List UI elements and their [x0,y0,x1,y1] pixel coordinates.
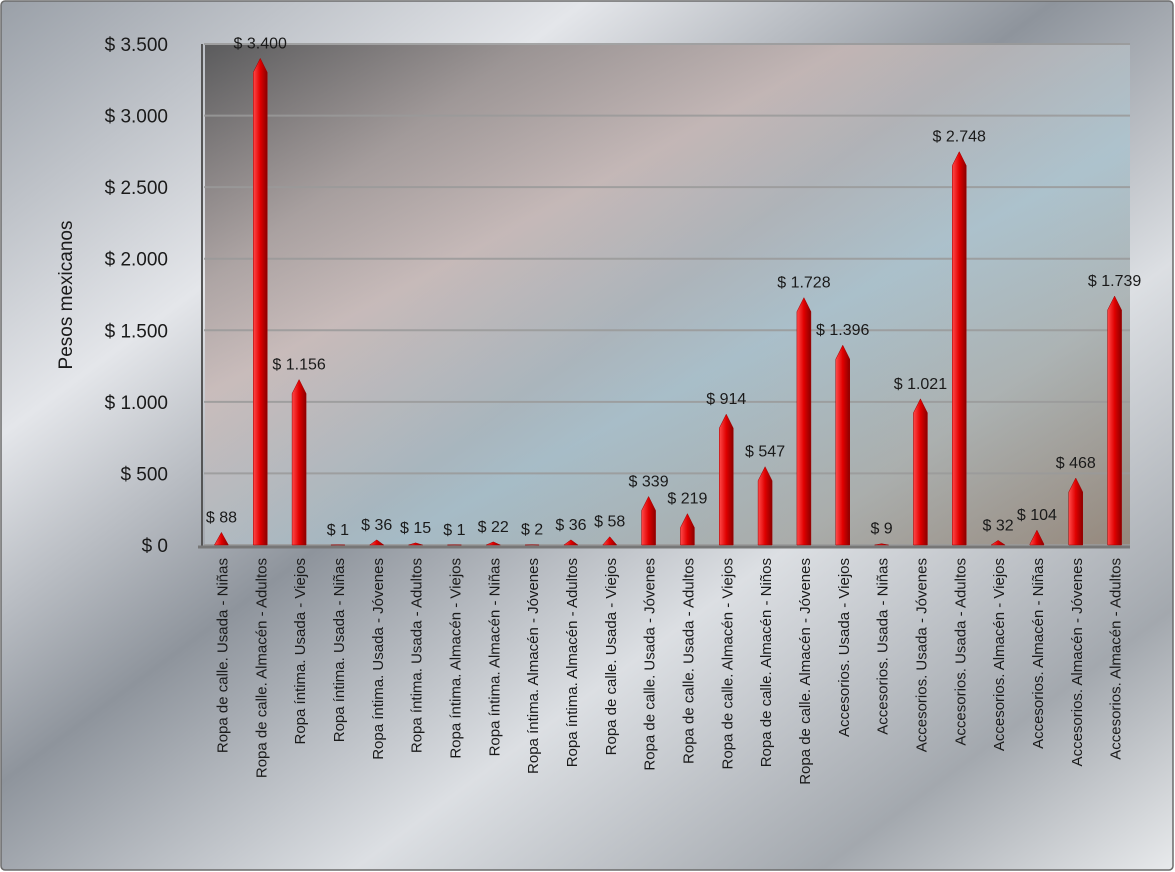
value-label: $ 547 [745,444,785,461]
value-label: $ 1 [327,522,349,539]
value-label: $ 468 [1056,455,1096,472]
x-tick-label: Ropa de calle. Usada - Adultos [680,558,697,764]
value-label: $ 2.748 [933,129,986,146]
x-tick-label: Ropa íntima. Almacén - Viejos [447,558,464,759]
value-label: $ 9 [870,521,892,538]
value-label: $ 36 [555,517,586,534]
value-label: $ 1.739 [1088,273,1141,290]
y-tick-label: $ 0 [142,536,168,557]
bar [719,414,733,545]
bar [797,298,811,545]
x-tick-label: Ropa de calle. Usada - Niñas [214,558,231,753]
value-label: $ 1 [443,522,465,539]
x-tick-label: Ropa íntima. Usada - Jóvenes [370,558,387,760]
value-label: $ 1.396 [816,322,869,339]
value-label: $ 32 [983,517,1014,534]
x-tick-label: Ropa de calle. Almacén - Jóvenes [797,558,814,785]
x-tick-label: Accesorios. Almacén - Jóvenes [1069,558,1086,766]
value-label: $ 58 [594,514,625,531]
bar [913,399,927,545]
x-tick-label: Accesorios. Almacén - Adultos [1108,558,1125,760]
bar [1108,296,1122,545]
y-tick-label: $ 2.000 [105,250,168,271]
y-axis-title: Pesos mexicanos [56,221,77,370]
x-tick-label: Ropa íntima. Almacén - Jóvenes [525,558,542,774]
value-label: $ 15 [400,520,431,537]
value-label: $ 219 [667,491,707,508]
value-label: $ 1.156 [272,357,325,374]
chart: Pesos mexicanos $ 0 $ 500 $ 1.000 $ 1.500 $ … [0,0,1175,872]
bar [292,380,306,545]
x-tick-label: Accesorios. Almacén - Niñas [1030,558,1047,749]
background-photo [205,45,1130,545]
x-tick-label: Accesorios. Almacén - Viejos [991,558,1008,751]
y-tick-label: $ 2.500 [105,178,168,199]
value-label: $ 3.400 [234,35,287,52]
bar [952,152,966,545]
bar [836,345,850,545]
bar [1069,478,1083,545]
x-tick-label: Accesorios. Usada - Adultos [952,558,969,746]
x-tick-label: Accesorios. Usada - Viejos [836,558,853,737]
x-tick-label: Accesorios. Usada - Jóvenes [913,558,930,752]
x-tick-label: Ropa íntima. Almacén - Adultos [564,558,581,767]
y-tick-label: $ 1.000 [105,393,168,414]
value-label: $ 914 [706,391,746,408]
value-label: $ 88 [206,509,237,526]
y-tick-label: $ 1.500 [105,321,168,342]
value-label: $ 36 [361,517,392,534]
y-tick-label: $ 3.500 [105,35,168,56]
x-tick-label: Ropa de calle. Usada - Jóvenes [642,558,659,771]
value-label: $ 22 [478,519,509,536]
y-tick-label: $ 500 [120,464,168,485]
x-tick-label: Ropa de calle. Almacén - Adultos [253,558,270,778]
value-label: $ 1.021 [894,376,947,393]
value-label: $ 1.728 [777,275,830,292]
value-label: $ 339 [629,473,669,490]
x-tick-label: Ropa íntima. Usada - Niñas [331,558,348,742]
y-tick-label: $ 3.000 [105,107,168,128]
x-tick-label: Ropa íntima. Almacén - Niñas [486,558,503,756]
x-tick-label: Ropa de calle. Almacén - Viejos [719,558,736,770]
x-tick-label: Ropa de calle. Almacén - Niños [758,558,775,767]
x-tick-label: Accesorios. Usada - Niñas [875,558,892,735]
x-tick-label: Ropa de calle. Usada - Viejos [603,558,620,755]
x-tick-label: Ropa íntima. Usada - Adultos [409,558,426,753]
value-label: $ 2 [521,522,543,539]
value-label: $ 104 [1017,507,1057,524]
bar [758,467,772,545]
bar [253,58,267,545]
x-tick-label: Ropa íntima. Usada - Viejos [292,558,309,744]
